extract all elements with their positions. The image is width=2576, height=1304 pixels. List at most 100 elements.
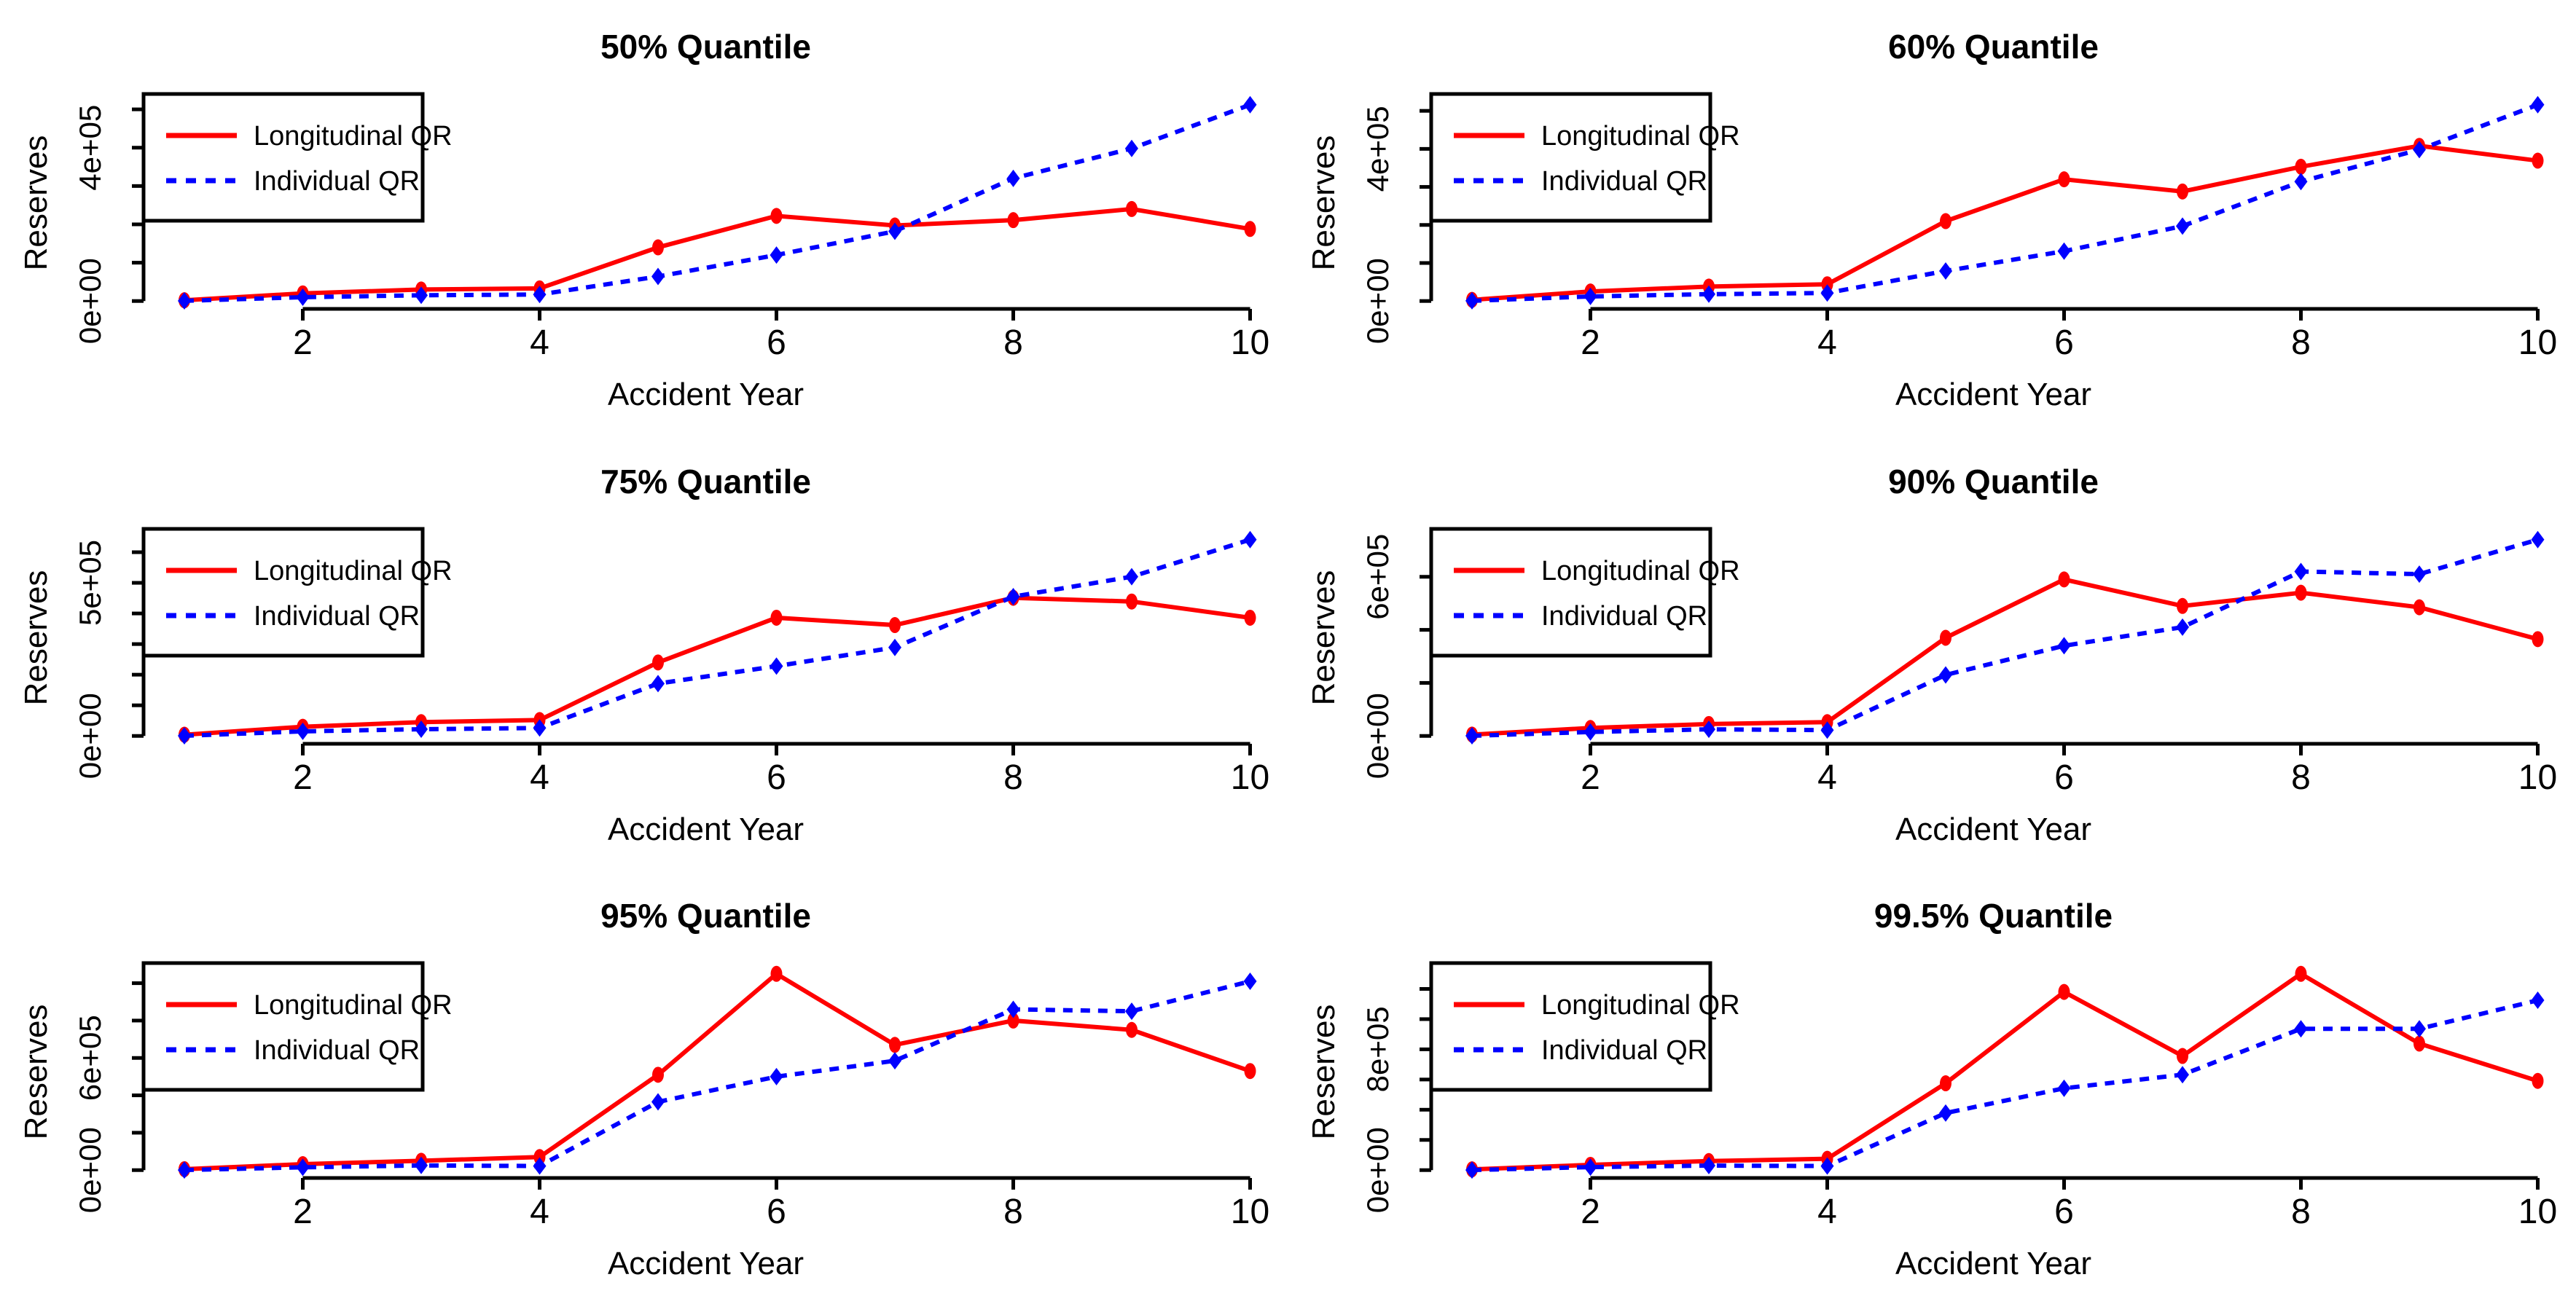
longitudinal-qr-line — [184, 971, 1251, 1171]
chart-cell-75-quantile: 75% Quantile 2 4 6 8 10 Accident Year 0e+00 5e+0… — [0, 435, 1288, 869]
individual-qr-line — [184, 537, 1251, 739]
data-point-diamond — [1465, 291, 1479, 310]
data-point-circle — [652, 239, 664, 256]
data-point-diamond — [1820, 1157, 1834, 1175]
chart-99-5-quantile: 99.5% Quantile 2 4 6 8 10 Accident Year 0e+00 8e… — [1306, 897, 2557, 1281]
data-point-circle — [2295, 584, 2307, 601]
data-point-diamond — [1125, 139, 1138, 157]
data-point-diamond — [1006, 587, 1020, 605]
data-point-circle — [2295, 158, 2307, 175]
data-point-diamond — [2531, 991, 2545, 1010]
data-point-diamond — [1243, 530, 1257, 549]
data-point-diamond — [2413, 1020, 2426, 1038]
individual-qr-line — [184, 102, 1251, 303]
legend-label: Longitudinal QR — [254, 121, 453, 152]
legend-box — [141, 961, 425, 1092]
data-point-circle — [2177, 1048, 2188, 1064]
x-tick-label: 2 — [1581, 1193, 1600, 1231]
x-tick-label: 4 — [530, 323, 549, 362]
x-tick-label: 6 — [767, 323, 786, 362]
data-point-circle — [1940, 213, 1951, 229]
longitudinal-qr-line — [1471, 144, 2538, 302]
data-point-diamond — [2057, 1079, 2071, 1097]
y-axis-title: Reserves — [18, 570, 54, 706]
legend-box — [1429, 527, 1712, 658]
chart-cell-95-quantile: 95% Quantile 2 4 6 8 10 Accident Year 0e+00 6e+0… — [0, 869, 1288, 1303]
x-axis-title: Accident Year — [1895, 1246, 2091, 1281]
data-point-diamond — [533, 1157, 547, 1175]
data-point-circle — [1244, 609, 1256, 626]
x-axis-title: Accident Year — [1895, 812, 2091, 847]
data-point-circle — [1126, 1021, 1138, 1038]
data-point-diamond — [1702, 1157, 1715, 1175]
longitudinal-qr-line — [1471, 971, 2539, 1172]
y-tick-label: 0e+00 — [1361, 1127, 1395, 1213]
data-point-circle — [2532, 152, 2544, 169]
data-point-diamond — [2294, 562, 2308, 581]
y-tick-label: 8e+05 — [1361, 1006, 1395, 1092]
x-tick-label: 10 — [2518, 1193, 2557, 1231]
data-point-diamond — [1125, 567, 1138, 586]
data-point-circle — [2413, 1035, 2425, 1052]
data-point-circle — [2532, 1072, 2544, 1089]
data-point-circle — [889, 617, 901, 634]
longitudinal-qr-line — [1471, 577, 2539, 737]
y-tick-label: 0e+00 — [73, 1127, 107, 1213]
legend: Longitudinal QR Individual QR — [1429, 92, 1740, 223]
y-tick-label: 6e+05 — [73, 1015, 107, 1101]
legend: Longitudinal QR Individual QR — [141, 527, 453, 658]
chart-cell-90-quantile: 90% Quantile 2 4 6 8 10 Accident Year 0e+00 6e+0… — [1288, 435, 2575, 869]
x-tick-label: 2 — [1581, 758, 1600, 797]
data-point-circle — [2177, 183, 2188, 200]
longitudinal-qr-line — [184, 595, 1250, 737]
legend-label: Individual QR — [1541, 166, 1707, 197]
data-point-circle — [1940, 1075, 1951, 1092]
data-point-diamond — [415, 1156, 428, 1174]
legend-label: Individual QR — [1541, 601, 1707, 632]
data-point-circle — [1940, 629, 1951, 646]
data-point-diamond — [1583, 723, 1597, 741]
data-point-circle — [2413, 599, 2425, 616]
legend-box — [141, 527, 425, 658]
individual-qr-markers — [178, 973, 1257, 1179]
x-axis-title: Accident Year — [1895, 377, 2091, 412]
legend-label: Longitudinal QR — [1541, 990, 1740, 1021]
data-point-diamond — [296, 722, 310, 740]
individual-qr-markers — [1465, 95, 2545, 310]
y-axis-title: Reserves — [1306, 135, 1342, 271]
y-tick-label: 5e+05 — [73, 540, 107, 626]
data-point-circle — [1126, 200, 1138, 217]
x-tick-label: 10 — [2518, 758, 2557, 797]
data-point-diamond — [888, 222, 901, 240]
x-tick-label: 4 — [1817, 1193, 1837, 1231]
data-point-diamond — [770, 657, 783, 675]
data-point-circle — [2295, 965, 2307, 982]
y-axis-title: Reserves — [1306, 1005, 1342, 1140]
individual-qr-line — [1471, 998, 2539, 1173]
data-point-circle — [2058, 571, 2070, 588]
data-point-diamond — [888, 1052, 901, 1070]
chart-cell-99-5-quantile: 99.5% Quantile 2 4 6 8 10 Accident Year 0e+00 8e… — [1288, 869, 2575, 1303]
data-point-circle — [770, 208, 783, 224]
individual-qr-line — [1471, 537, 2539, 739]
data-point-circle — [889, 1037, 901, 1053]
legend: Longitudinal QR Individual QR — [141, 92, 453, 223]
x-axis-title: Accident Year — [608, 377, 804, 412]
data-point-circle — [1007, 212, 1019, 229]
x-tick-label: 8 — [2291, 1193, 2311, 1231]
x-tick-label: 10 — [2518, 323, 2557, 362]
data-point-diamond — [1006, 169, 1020, 187]
x-tick-label: 6 — [2054, 323, 2074, 362]
data-point-diamond — [2531, 530, 2545, 549]
legend-label: Longitudinal QR — [1541, 556, 1740, 586]
data-point-diamond — [1465, 1161, 1479, 1179]
y-axis-title: Reserves — [18, 135, 54, 271]
individual-qr-markers — [1465, 991, 2545, 1179]
data-point-diamond — [770, 1067, 783, 1085]
data-point-diamond — [651, 267, 665, 286]
x-tick-label: 4 — [1817, 323, 1837, 362]
y-tick-label: 0e+00 — [73, 258, 107, 344]
data-point-diamond — [770, 246, 783, 264]
chart-60-quantile: 60% Quantile 2 4 6 8 10 Accident Year 0e+00 4e+0… — [1306, 28, 2557, 412]
legend-label: Individual QR — [254, 166, 420, 197]
